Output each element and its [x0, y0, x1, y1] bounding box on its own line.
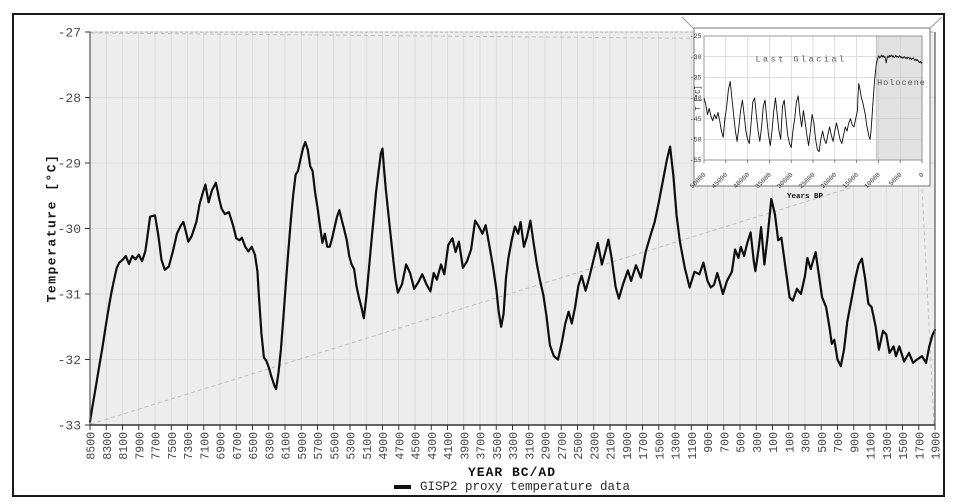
- legend-label: GISP2 proxy temperature data: [419, 480, 631, 494]
- svg-text:2900: 2900: [541, 432, 554, 460]
- x-axis-title: YEAR BC/AD: [467, 465, 557, 480]
- svg-text:-29: -29: [58, 157, 81, 172]
- svg-text:500: 500: [817, 432, 830, 453]
- svg-text:-25: -25: [690, 33, 702, 40]
- svg-text:5700: 5700: [313, 432, 326, 460]
- main-axes: [85, 31, 936, 430]
- svg-text:-55: -55: [690, 157, 702, 164]
- svg-text:1700: 1700: [638, 432, 651, 460]
- svg-text:100: 100: [768, 432, 781, 453]
- svg-text:3700: 3700: [476, 432, 489, 460]
- svg-text:-28: -28: [58, 91, 81, 106]
- svg-text:6700: 6700: [232, 432, 245, 460]
- svg-text:900: 900: [703, 432, 716, 453]
- svg-text:0: 0: [918, 171, 926, 179]
- svg-text:2700: 2700: [557, 432, 570, 460]
- svg-text:7900: 7900: [134, 432, 147, 460]
- svg-text:8500: 8500: [86, 432, 99, 460]
- svg-text:7100: 7100: [199, 432, 212, 460]
- inset-x-axis-title: Years BP: [787, 193, 824, 201]
- svg-text:1500: 1500: [898, 432, 911, 460]
- svg-text:5900: 5900: [297, 432, 310, 460]
- svg-text:-45: -45: [690, 116, 702, 123]
- svg-text:4700: 4700: [394, 432, 407, 460]
- svg-text:-30: -30: [690, 54, 702, 61]
- svg-text:4300: 4300: [427, 432, 440, 460]
- last-glacial-label: Last Glacial: [755, 55, 846, 65]
- svg-text:3500: 3500: [492, 432, 505, 460]
- svg-text:-30: -30: [58, 222, 81, 237]
- svg-text:1100: 1100: [866, 432, 879, 460]
- svg-text:5500: 5500: [329, 432, 342, 460]
- svg-text:2500: 2500: [573, 432, 586, 460]
- svg-text:-35: -35: [690, 75, 702, 82]
- inset-chart: 50000 45000 40000 35000 30000 25000 20000 15000…: [681, 16, 943, 201]
- svg-text:5300: 5300: [346, 432, 359, 460]
- svg-text:2300: 2300: [589, 432, 602, 460]
- svg-text:6500: 6500: [248, 432, 261, 460]
- svg-text:8300: 8300: [102, 432, 115, 460]
- svg-text:4900: 4900: [378, 432, 391, 460]
- temperature-curve: [88, 140, 937, 423]
- svg-text:8100: 8100: [118, 432, 131, 460]
- legend: GISP2 proxy temperature data: [393, 480, 631, 494]
- inset-temperature-curve: [703, 54, 923, 153]
- svg-text:1300: 1300: [882, 432, 895, 460]
- svg-text:4500: 4500: [411, 432, 424, 460]
- legend-line-swatch: [393, 485, 411, 489]
- holocene-label: Holocene: [877, 78, 926, 88]
- svg-text:300: 300: [752, 432, 765, 453]
- svg-text:1500: 1500: [654, 432, 667, 460]
- inset-y-axis-title: T [°C]: [694, 85, 703, 110]
- svg-text:6300: 6300: [264, 432, 277, 460]
- svg-text:2100: 2100: [606, 432, 619, 460]
- svg-text:3900: 3900: [459, 432, 472, 460]
- svg-text:6900: 6900: [216, 432, 229, 460]
- y-axis-title: Temperature [°C]: [44, 153, 60, 303]
- svg-text:1900: 1900: [931, 432, 944, 460]
- svg-text:900: 900: [849, 432, 862, 453]
- svg-text:700: 700: [833, 432, 846, 453]
- svg-text:1700: 1700: [914, 432, 927, 460]
- svg-text:6100: 6100: [281, 432, 294, 460]
- svg-text:500: 500: [736, 432, 749, 453]
- svg-text:4100: 4100: [443, 432, 456, 460]
- x-tick-labels: 8500 8300 8100 7900 7700 7500 7300 7100 6900 6700…: [86, 432, 944, 460]
- svg-text:-50: -50: [690, 137, 702, 144]
- svg-text:-31: -31: [58, 288, 82, 303]
- svg-text:-32: -32: [58, 353, 81, 368]
- y-tick-labels: -27 -28 -29 -30 -31 -32 -33: [58, 26, 82, 434]
- svg-text:3300: 3300: [508, 432, 521, 460]
- svg-text:7300: 7300: [183, 432, 196, 460]
- svg-text:100: 100: [784, 432, 797, 453]
- svg-text:-33: -33: [58, 419, 81, 434]
- svg-text:7500: 7500: [167, 432, 180, 460]
- svg-text:7700: 7700: [151, 432, 164, 460]
- svg-text:300: 300: [801, 432, 814, 453]
- svg-text:5100: 5100: [362, 432, 375, 460]
- svg-text:-27: -27: [58, 26, 81, 41]
- svg-text:3100: 3100: [524, 432, 537, 460]
- svg-text:700: 700: [719, 432, 732, 453]
- svg-text:1900: 1900: [622, 432, 635, 460]
- svg-text:-40: -40: [690, 95, 702, 102]
- svg-text:1300: 1300: [671, 432, 684, 460]
- svg-text:1100: 1100: [687, 432, 700, 460]
